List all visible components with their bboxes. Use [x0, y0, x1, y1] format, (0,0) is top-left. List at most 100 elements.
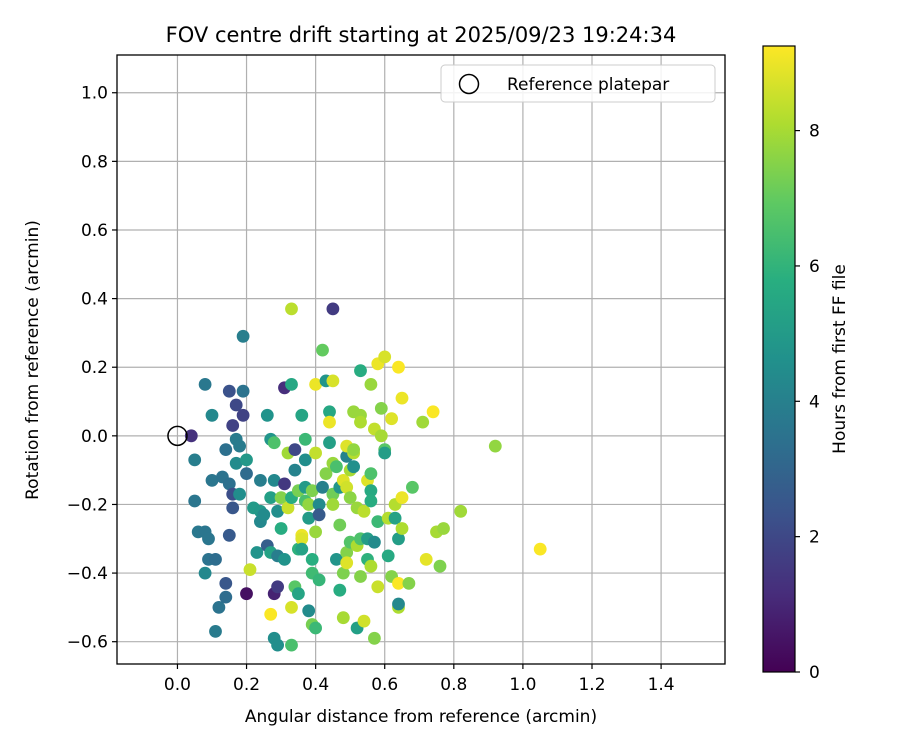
data-point	[333, 583, 347, 597]
data-point	[205, 408, 219, 422]
data-point	[364, 378, 378, 391]
data-point	[316, 343, 329, 357]
data-point	[305, 484, 319, 498]
data-point	[278, 477, 291, 491]
x-tick-label: 0.2	[233, 675, 260, 695]
data-point	[488, 439, 502, 453]
data-point	[340, 480, 354, 494]
y-tick-label: −0.6	[67, 633, 108, 653]
data-point	[319, 467, 333, 480]
data-point	[243, 563, 257, 576]
colorbar-tick-label: 0	[809, 663, 820, 683]
y-tick-label: 0.4	[81, 290, 108, 310]
data-point	[419, 553, 433, 566]
data-point	[385, 412, 398, 426]
data-point	[219, 443, 233, 456]
data-point	[233, 487, 247, 501]
data-point	[188, 453, 202, 467]
data-point	[274, 491, 288, 504]
data-point	[395, 522, 409, 535]
x-tick-label: 0.4	[302, 675, 329, 695]
y-tick-label: 0.0	[81, 427, 108, 447]
data-point	[295, 542, 309, 556]
data-point	[229, 398, 243, 412]
data-point	[392, 532, 405, 546]
data-point	[229, 456, 243, 470]
y-tick-label: −0.2	[67, 495, 108, 515]
data-point	[236, 408, 250, 422]
data-point	[340, 556, 354, 570]
data-point	[426, 405, 440, 419]
colorbar-tick-label: 6	[809, 257, 820, 277]
legend-box	[440, 64, 716, 103]
data-point	[336, 566, 350, 580]
data-point	[292, 587, 305, 601]
data-point	[209, 553, 222, 566]
data-point	[298, 432, 312, 446]
data-point	[188, 494, 202, 508]
data-point	[295, 408, 309, 422]
data-point	[233, 439, 247, 453]
data-point	[347, 443, 360, 456]
data-point	[437, 522, 450, 535]
grid	[117, 55, 725, 664]
data-point	[312, 508, 326, 522]
data-point	[240, 453, 253, 467]
x-tick-label: 1.0	[509, 675, 536, 695]
data-point	[368, 535, 381, 549]
y-tick-label: −0.4	[67, 564, 108, 584]
data-point	[250, 546, 264, 559]
data-point	[219, 590, 233, 604]
data-point	[381, 549, 395, 563]
data-point	[326, 302, 340, 316]
y-axis-label: Rotation from reference (arcmin)	[23, 220, 43, 500]
x-tick-label: 0.6	[371, 675, 398, 695]
x-axis-ticks: 0.0 0.2 0.4 0.6 0.8 1.0 1.2 1.4	[164, 664, 675, 695]
data-point	[326, 374, 340, 388]
reference-marker	[167, 425, 188, 447]
x-tick-label: 1.4	[648, 675, 675, 695]
data-point	[378, 350, 392, 364]
data-point	[236, 329, 250, 343]
data-point	[347, 460, 360, 474]
data-point	[285, 302, 298, 316]
data-point	[298, 453, 312, 467]
data-point	[357, 614, 371, 628]
data-point	[288, 443, 302, 456]
data-point	[302, 604, 316, 618]
data-point	[281, 501, 295, 515]
colorbar	[762, 45, 796, 673]
data-point	[222, 528, 236, 542]
data-point	[333, 518, 347, 532]
data-point	[364, 467, 378, 480]
data-point	[240, 587, 253, 601]
data-point	[392, 597, 405, 611]
data-point	[267, 436, 281, 450]
data-point	[222, 477, 236, 491]
data-point	[371, 515, 385, 528]
data-point	[309, 525, 322, 539]
data-point	[264, 491, 278, 504]
data-point	[198, 378, 212, 391]
colorbar-ticks: 0 2 4 6 8	[795, 122, 820, 683]
x-tick-label: 1.2	[578, 675, 605, 695]
data-point	[302, 498, 316, 511]
data-point	[271, 580, 284, 594]
data-point	[278, 553, 291, 566]
data-point	[323, 405, 336, 419]
data-point	[222, 384, 236, 398]
legend: Reference platepar	[440, 64, 716, 103]
data-point	[295, 532, 309, 546]
data-point	[368, 631, 381, 645]
x-tick-label: 0.0	[164, 675, 191, 695]
data-point	[302, 511, 316, 525]
data-point	[371, 580, 385, 594]
data-point	[354, 570, 367, 583]
plot-frame	[116, 54, 726, 665]
data-point	[323, 436, 336, 450]
data-point	[416, 415, 430, 429]
data-point	[205, 474, 219, 487]
legend-entry-reference: Reference platepar	[507, 75, 669, 95]
data-point	[264, 607, 278, 621]
data-point	[433, 559, 447, 573]
